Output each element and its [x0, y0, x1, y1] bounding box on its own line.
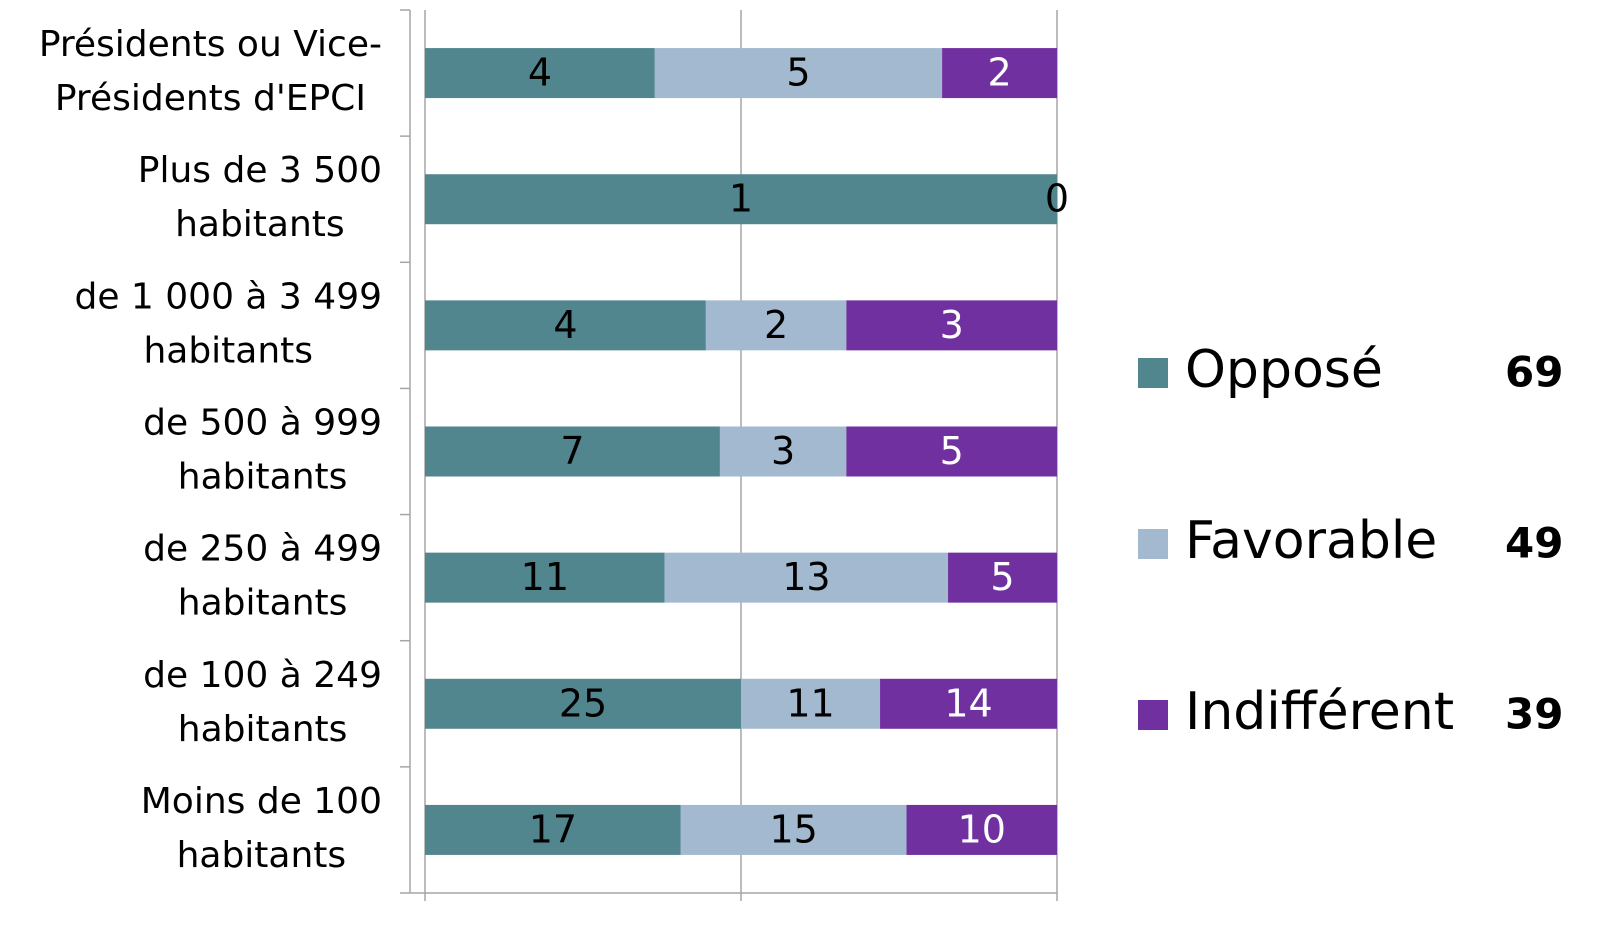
value-label: 0	[1045, 177, 1069, 221]
value-label: 3	[940, 303, 964, 347]
bar-segment	[741, 678, 881, 729]
label-line: de 1 000 à 3 499	[74, 276, 382, 317]
bar-segment	[846, 426, 1057, 477]
label-line: habitants	[177, 835, 347, 876]
legend-label: Indifférent	[1185, 682, 1454, 742]
label-line: de 250 à 499	[143, 529, 382, 570]
bar-segment	[705, 300, 847, 351]
bar-segment	[425, 804, 681, 855]
value-label: 13	[782, 555, 830, 599]
bar-segment	[664, 552, 949, 603]
value-label: 11	[786, 681, 834, 725]
legend-total: 69	[1505, 348, 1563, 397]
legend-label: Favorable	[1185, 511, 1437, 571]
bar-segment	[680, 804, 907, 855]
bar-segment	[425, 48, 655, 99]
label-line: habitants	[178, 457, 348, 498]
value-label: 5	[940, 429, 964, 473]
value-label: 2	[987, 51, 1011, 95]
label-line: habitants	[178, 709, 348, 750]
label-line: Plus de 3 500	[138, 150, 382, 191]
value-label: 15	[769, 807, 817, 851]
bar-segment	[425, 552, 665, 603]
value-label: 1	[729, 177, 753, 221]
legend-total: 49	[1505, 519, 1563, 568]
y-tick-label: de 500 à 999 habitants	[143, 403, 382, 498]
bar-segment	[719, 426, 847, 477]
value-label: 4	[528, 51, 552, 95]
bar-segment	[846, 300, 1057, 351]
bar-segment	[425, 678, 741, 729]
legend-swatch	[1138, 529, 1168, 559]
legend-total: 39	[1505, 690, 1563, 739]
value-label: 2	[764, 303, 788, 347]
label-line: de 100 à 249	[143, 655, 382, 696]
value-label: 10	[958, 807, 1006, 851]
y-tick-label: de 1 000 à 3 499 habitants	[74, 276, 382, 371]
label-line: habitants	[175, 204, 345, 245]
label-line: Présidents ou Vice-	[39, 24, 382, 65]
value-label: 3	[771, 429, 795, 473]
legend-swatch	[1138, 700, 1168, 730]
value-label: 25	[559, 681, 607, 725]
label-line: Moins de 100	[141, 781, 382, 822]
bar-segment	[425, 300, 706, 351]
label-line: habitants	[143, 330, 313, 371]
value-label: 4	[553, 303, 577, 347]
value-label: 11	[521, 555, 569, 599]
bar-segment	[425, 426, 720, 477]
value-label: 7	[560, 429, 584, 473]
value-label: 5	[786, 51, 810, 95]
bar-segment	[948, 552, 1057, 603]
y-tick-label: de 250 à 499 habitants	[143, 529, 382, 624]
y-tick-label: Plus de 3 500 habitants	[138, 150, 382, 245]
bar-segment	[425, 174, 1057, 225]
y-tick-label: Moins de 100 habitants	[141, 781, 382, 876]
value-label: 14	[944, 681, 992, 725]
legend-swatch	[1138, 358, 1168, 388]
label-line: de 500 à 999	[143, 403, 382, 444]
bar-segment	[654, 48, 943, 99]
y-tick-label: de 100 à 249 habitants	[143, 655, 382, 750]
bar-segment	[906, 804, 1057, 855]
value-label: 5	[990, 555, 1014, 599]
bar-segment	[942, 48, 1057, 99]
legend-label: Opposé	[1185, 340, 1383, 400]
bar-segment	[880, 678, 1057, 729]
y-tick-label: Présidents ou Vice- Présidents d'EPCI	[39, 24, 382, 119]
value-label: 17	[529, 807, 577, 851]
label-line: Présidents d'EPCI	[55, 78, 366, 119]
label-line: habitants	[178, 583, 348, 624]
